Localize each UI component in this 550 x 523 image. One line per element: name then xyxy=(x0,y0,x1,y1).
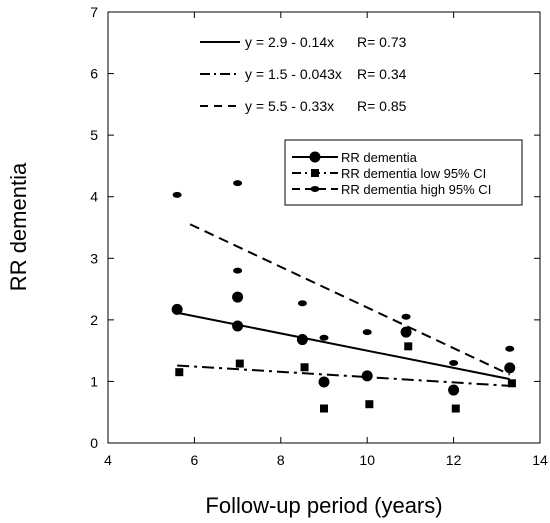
y-tick-label: 5 xyxy=(90,127,98,143)
legend-label-low: RR dementia low 95% CI xyxy=(341,166,486,181)
x-tick-label: 12 xyxy=(446,452,462,468)
data-point-high-ci xyxy=(297,300,307,307)
y-tick-label: 7 xyxy=(90,4,98,20)
y-tick-label: 6 xyxy=(90,66,98,82)
data-point-high-ci xyxy=(233,267,243,274)
equation-label-high: y = 5.5 - 0.33x xyxy=(245,98,334,114)
plot-frame xyxy=(107,11,541,444)
r-value-label-rr: R= 0.73 xyxy=(357,34,407,50)
data-point-low-ci xyxy=(507,379,516,388)
data-point-high-ci xyxy=(172,191,182,198)
legend-label-rr: RR dementia xyxy=(341,150,418,165)
data-point-low-ci xyxy=(320,404,328,413)
data-point-rr xyxy=(400,326,412,338)
y-axis-title: RR dementia xyxy=(6,162,31,291)
data-point-high-ci xyxy=(319,334,329,341)
data-point-low-ci xyxy=(175,368,184,377)
data-point-high-ci xyxy=(401,313,411,320)
x-tick-label: 8 xyxy=(277,452,285,468)
legend-label-high: RR dementia high 95% CI xyxy=(341,182,491,197)
y-tick-label: 4 xyxy=(90,189,98,205)
regression-line-rr xyxy=(176,311,510,381)
data-point-high-ci xyxy=(505,345,515,352)
data-point-rr xyxy=(171,303,183,315)
data-point-rr xyxy=(361,370,373,382)
y-tick-label: 3 xyxy=(90,250,98,266)
data-point-rr xyxy=(448,384,460,396)
equation-label-rr: y = 2.9 - 0.14x xyxy=(245,34,334,50)
data-point-rr xyxy=(232,320,244,332)
data-point-low-ci xyxy=(451,404,460,413)
legend: RR dementia RR dementia low 95% CI RR de… xyxy=(284,139,523,206)
r-value-label-high: R= 0.85 xyxy=(357,98,407,114)
data-point-low-ci xyxy=(365,400,374,409)
y-tick-label: 1 xyxy=(90,373,98,389)
data-point-rr xyxy=(232,291,244,303)
data-point-high-ci xyxy=(449,359,459,366)
legend-marker-low xyxy=(311,169,319,177)
y-tick-label: 2 xyxy=(90,312,98,328)
data-point-low-ci xyxy=(235,359,244,368)
data-point-low-ci xyxy=(300,363,309,372)
equation-label-low: y = 1.5 - 0.043x xyxy=(245,66,342,82)
x-tick-label: 14 xyxy=(532,452,548,468)
legend-marker-high xyxy=(310,186,320,192)
data-point-rr xyxy=(318,376,330,388)
x-axis-title: Follow-up period (years) xyxy=(205,493,442,518)
x-tick-label: 4 xyxy=(104,452,112,468)
data-point-rr xyxy=(296,334,308,346)
data-point-rr xyxy=(504,362,516,374)
r-value-label-low: R= 0.34 xyxy=(357,66,407,82)
data-point-high-ci xyxy=(233,180,243,187)
regression-line-low xyxy=(177,364,510,387)
y-tick-label: 0 xyxy=(90,435,98,451)
legend-marker-rr xyxy=(309,151,321,163)
data-point-low-ci xyxy=(404,342,413,351)
x-tick-label: 10 xyxy=(359,452,375,468)
regression-line-high xyxy=(189,223,511,376)
x-tick-label: 6 xyxy=(191,452,199,468)
data-point-high-ci xyxy=(362,329,372,336)
